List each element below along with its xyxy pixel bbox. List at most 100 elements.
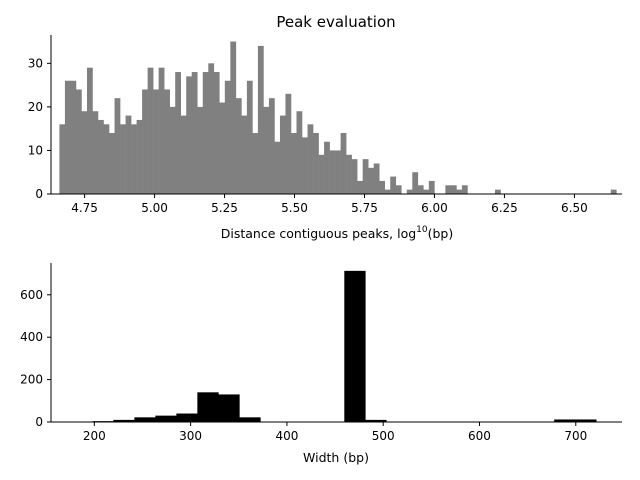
chart-1-bar: [252, 133, 259, 194]
chart-1-x-ticks: 4.75 5.00 5.25 5.50 5.75 6.00 6.25 6.50: [71, 194, 588, 215]
chart-1-bar: [362, 159, 369, 194]
chart-1-bar: [406, 189, 413, 194]
chart-1-bar: [257, 45, 264, 194]
chart-1-bar: [263, 106, 270, 194]
chart-1-bar: [125, 115, 132, 194]
chart-1-y-tick-label: 10: [28, 143, 43, 157]
chart-1-x-label-main: Distance contiguous peaks, log: [221, 226, 416, 241]
chart-1-bar: [268, 98, 275, 194]
chart-1-bar: [92, 111, 99, 194]
chart-1-bar: [445, 185, 452, 194]
chart-1-bar: [131, 124, 137, 194]
chart-1-bar: [164, 89, 170, 194]
chart-1-title: Peak evaluation: [276, 13, 395, 31]
chart-1-bar: [169, 106, 176, 194]
chart-2-bar: [134, 417, 156, 422]
chart-1-y-tick-label: 0: [35, 187, 43, 201]
chart-1-bar: [428, 180, 435, 194]
chart-1-x-label-unit: (bp): [428, 226, 454, 241]
chart-1-bar: [329, 150, 336, 194]
chart-2-x-tick-label: 600: [468, 429, 491, 443]
chart-1-y-tick-label: 20: [28, 100, 43, 114]
chart-1-bar: [213, 72, 220, 194]
chart-2-y-tick-label: 200: [20, 373, 43, 387]
chart-1-bar: [153, 89, 159, 194]
chart-2-x-ticks: 200 300 400 500 600 700: [83, 422, 587, 443]
chart-1-bar: [412, 172, 419, 194]
chart-1-bar: [208, 63, 215, 194]
chart-2-bar: [344, 270, 366, 422]
chart-2-bar: [554, 419, 576, 422]
chart-1-bar: [379, 180, 386, 194]
chart-1-bar: [290, 133, 297, 194]
chart-1-bar: [147, 67, 154, 194]
chart-2-bar: [575, 419, 597, 422]
chart-2-x-tick-label: 700: [564, 429, 587, 443]
chart-1-x-tick-label: 5.00: [141, 201, 168, 215]
chart-1-bar: [158, 67, 165, 194]
chart-2-bar: [155, 415, 177, 422]
chart-2-bar: [113, 419, 135, 422]
chart-2-x-label: Width (bp): [303, 450, 369, 465]
chart-1-bar: [136, 119, 143, 194]
chart-1-bar: [103, 124, 110, 194]
chart-1-bar: [313, 133, 319, 194]
chart-1-bar: [373, 163, 380, 194]
chart-1-bar: [230, 41, 237, 194]
chart-1-bar: [142, 89, 148, 194]
chart-1-bars: [59, 41, 617, 194]
chart-1-x-tick-label: 6.00: [421, 201, 448, 215]
chart-2-y-tick-label: 400: [20, 330, 43, 344]
chart-1-bar: [224, 80, 231, 194]
chart-1-bar: [351, 159, 358, 194]
chart-1-bar: [241, 115, 248, 194]
chart-1-bar: [274, 141, 281, 194]
chart-1-x-tick-label: 5.50: [281, 201, 308, 215]
chart-1-x-tick-label: 6.25: [491, 201, 518, 215]
chart-1-x-label-sup: 10: [416, 225, 428, 235]
chart-1-bar: [461, 185, 468, 194]
chart-2-x-tick-label: 400: [275, 429, 298, 443]
chart-1-x-tick-label: 5.25: [211, 201, 238, 215]
chart-2-y-tick-label: 0: [35, 415, 43, 429]
chart-1-bar: [390, 176, 397, 194]
chart-1-bar: [335, 150, 341, 194]
chart-1-x-tick-label: 6.50: [561, 201, 588, 215]
chart-2-y-ticks: 0 200 400 600: [20, 288, 51, 429]
chart-1-bar: [175, 72, 181, 194]
chart-1-bar: [395, 185, 402, 194]
chart-1-bar: [191, 72, 198, 194]
chart-1-bar: [86, 67, 93, 194]
chart-1-x-label: Distance contiguous peaks, log10(bp): [221, 225, 453, 241]
chart-1-bar: [186, 76, 193, 194]
chart-1-bar: [98, 119, 104, 194]
chart-1-x-tick-label: 4.75: [71, 201, 98, 215]
chart-1-bar: [346, 154, 352, 194]
chart-1-x-tick-label: 5.75: [351, 201, 378, 215]
chart-2: 200 300 400 500 600 700 0 200 400 600 Width (bp): [20, 263, 622, 465]
chart-1-bar: [235, 98, 242, 194]
chart-1-bar: [456, 189, 463, 194]
chart-1-bar: [340, 133, 347, 194]
chart-2-x-tick-label: 300: [179, 429, 202, 443]
chart-1-bar: [64, 80, 71, 194]
chart-1-bar: [357, 180, 363, 194]
chart-1-bar: [384, 189, 391, 194]
chart-1-bar: [75, 89, 82, 194]
chart-1-bar: [324, 141, 330, 194]
chart-2-bar: [218, 394, 240, 422]
chart-2-x-tick-label: 500: [372, 429, 395, 443]
chart-1-y-ticks: 0 10 20 30: [28, 56, 51, 201]
chart-1-bar: [423, 189, 430, 194]
chart-1-bar: [368, 167, 374, 194]
chart-1-bar: [296, 111, 303, 194]
chart-2-bar: [176, 413, 198, 422]
chart-1-y-tick-label: 30: [28, 56, 43, 70]
chart-1: Peak evaluation 4.75 5.00 5.25 5.50 5.75 6.00…: [28, 13, 622, 241]
chart-2-x-tick-label: 200: [83, 429, 106, 443]
chart-1-bar: [302, 137, 308, 194]
chart-1-bar: [109, 133, 115, 194]
chart-1-bar: [59, 124, 66, 194]
chart-1-bar: [180, 115, 187, 194]
